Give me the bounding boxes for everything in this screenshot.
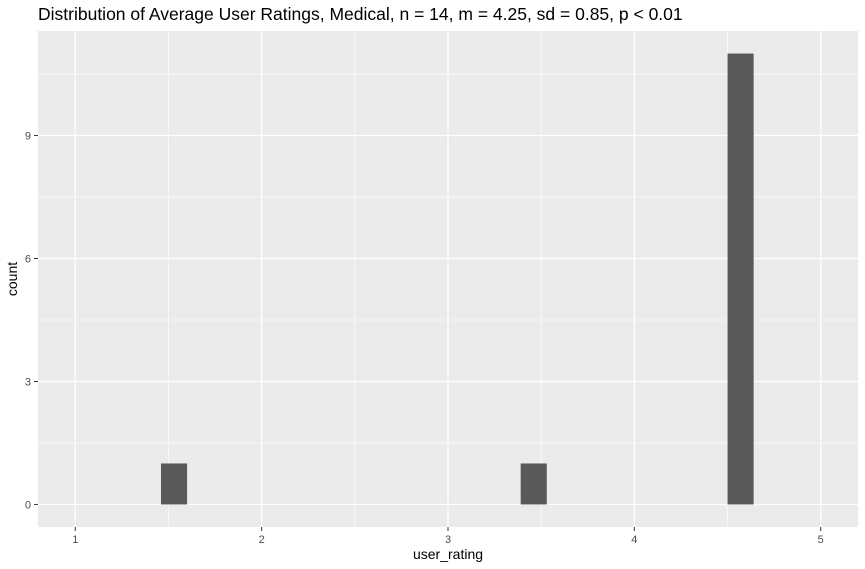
y-tick-label: 6 bbox=[25, 254, 31, 266]
y-axis-title: count bbox=[4, 262, 20, 296]
y-tick-label: 0 bbox=[25, 499, 31, 511]
histogram-bar bbox=[161, 463, 188, 505]
x-axis-title: user_rating bbox=[413, 546, 483, 562]
x-tick-label: 3 bbox=[445, 534, 451, 546]
histogram-bar bbox=[727, 53, 754, 505]
x-tick-label: 5 bbox=[818, 534, 824, 546]
y-axis: 0 3 6 9 bbox=[25, 131, 38, 511]
histogram-bars bbox=[161, 53, 754, 505]
x-tick-label: 4 bbox=[631, 534, 637, 546]
y-tick-label: 3 bbox=[25, 376, 31, 388]
chart-title: Distribution of Average User Ratings, Me… bbox=[38, 4, 683, 24]
histogram-bar bbox=[520, 463, 547, 505]
x-axis: 1 2 3 4 5 bbox=[72, 527, 824, 546]
grid-major bbox=[38, 31, 858, 527]
y-tick-label: 9 bbox=[25, 131, 31, 143]
x-tick-label: 1 bbox=[72, 534, 78, 546]
x-tick-label: 2 bbox=[259, 534, 265, 546]
